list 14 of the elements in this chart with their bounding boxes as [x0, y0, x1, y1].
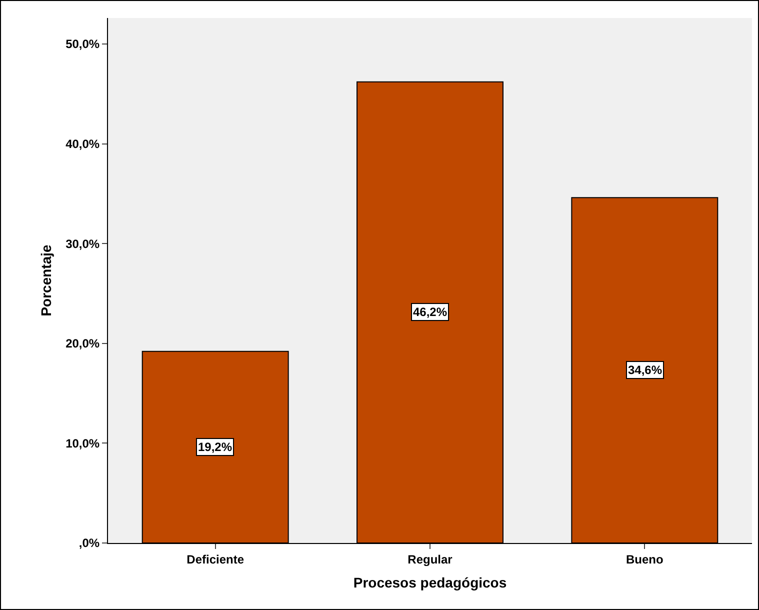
y-tick-label: 40,0%: [66, 136, 100, 151]
y-axis-title: Porcentaje: [38, 244, 54, 316]
y-tick-label: 10,0%: [66, 436, 100, 450]
data-label: 34,6%: [628, 363, 662, 377]
y-tick-label: 20,0%: [66, 336, 100, 351]
x-tick-label: Bueno: [626, 552, 664, 566]
x-tick-label: Regular: [408, 552, 453, 566]
y-tick-label: 30,0%: [66, 236, 100, 251]
data-label: 46,2%: [413, 305, 448, 319]
x-axis-title: Procesos pedagógicos: [353, 574, 507, 591]
data-label: 19,2%: [198, 440, 232, 454]
x-tick-label: Deficiente: [186, 552, 244, 566]
y-tick-label: ,0%: [78, 536, 100, 550]
y-tick-label: 50,0%: [66, 37, 100, 52]
